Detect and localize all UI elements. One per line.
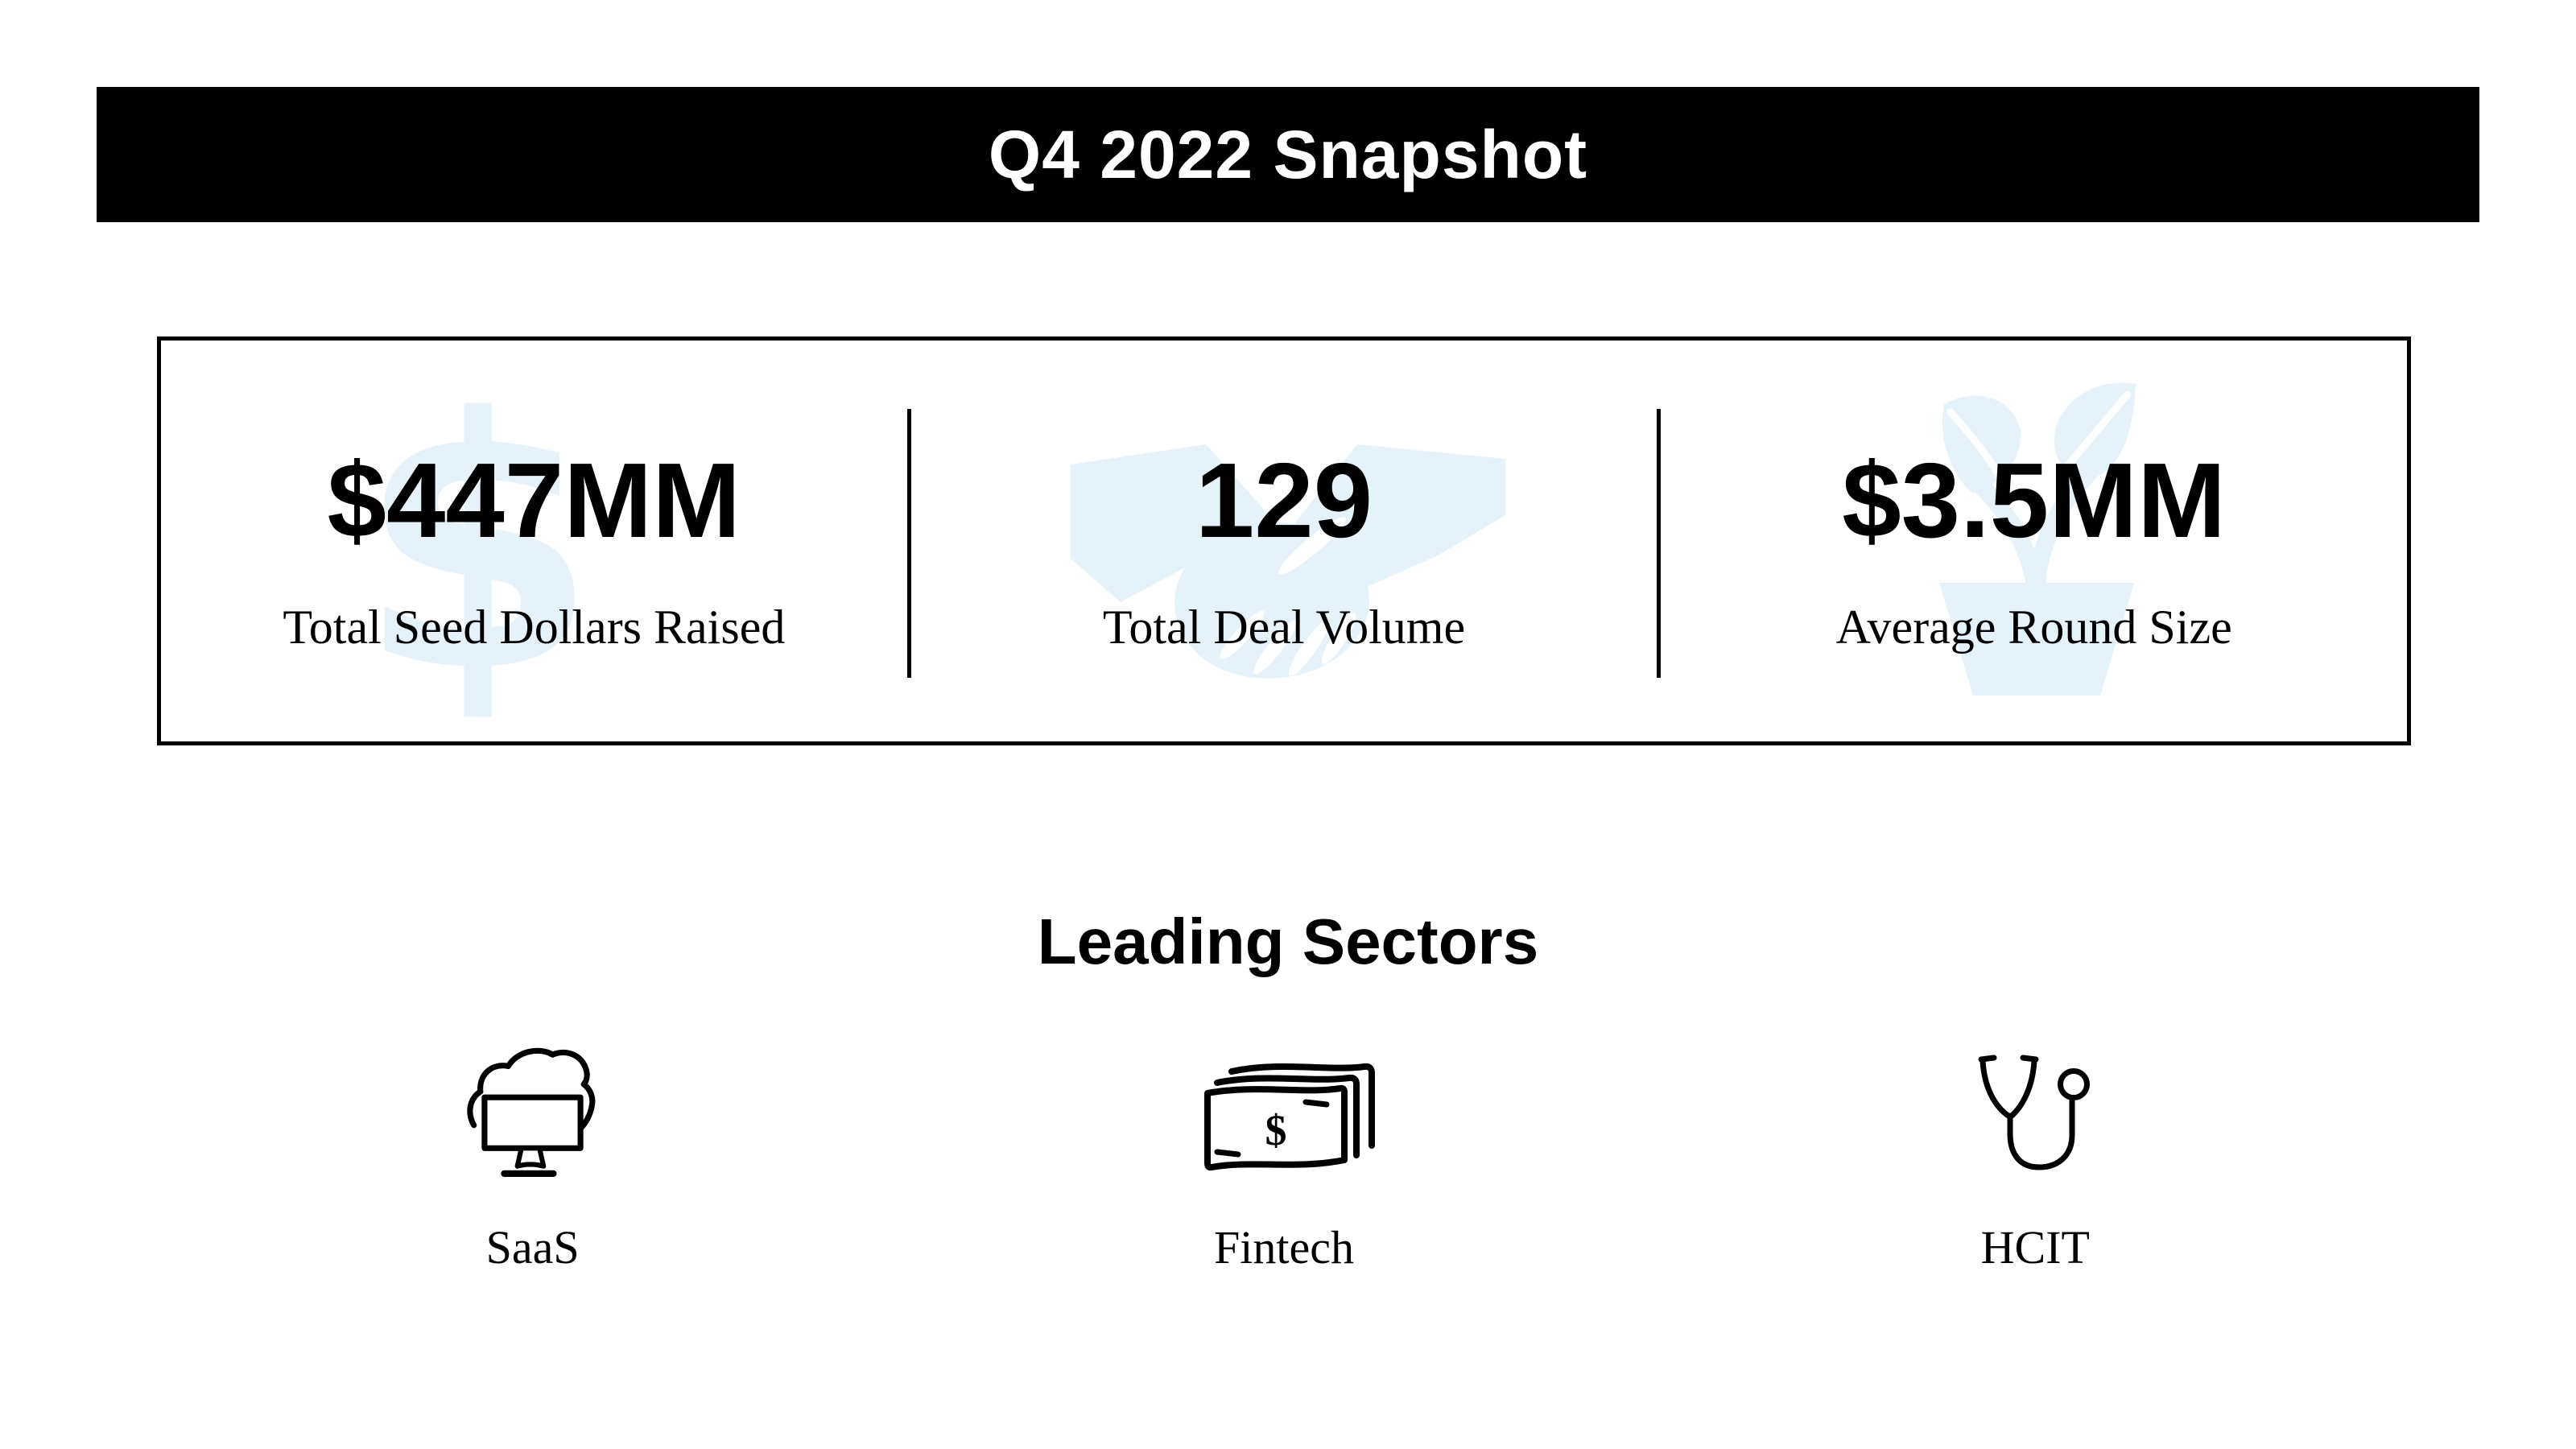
stat-value: $447MM <box>327 441 741 559</box>
banknotes-icon: $ <box>1191 1042 1377 1183</box>
stat-cell-seed-dollars: $ $447MM Total Seed Dollars Raised <box>161 341 907 741</box>
stat-value: $3.5MM <box>1842 441 2227 559</box>
stat-label: Total Seed Dollars Raised <box>283 601 786 654</box>
bill-dollar-symbol: $ <box>1265 1106 1286 1154</box>
stats-panel: $ $447MM Total Seed Dollars Raised <box>157 336 2411 745</box>
title-bar: Q4 2022 Snapshot <box>97 87 2479 222</box>
vertical-divider <box>906 409 911 678</box>
stat-cell-round-size: $3.5MM Average Round Size <box>1661 341 2407 741</box>
sector-label: HCIT <box>1980 1221 2090 1274</box>
stat-cell-deal-volume: 129 Total Deal Volume <box>911 341 1657 741</box>
sector-fintech: $ Fintech <box>908 1042 1659 1274</box>
sector-saas: SaaS <box>157 1042 908 1274</box>
stat-value: 129 <box>1195 441 1373 559</box>
sectors-heading: Leading Sectors <box>1037 906 1539 977</box>
stat-label: Average Round Size <box>1835 601 2232 654</box>
stethoscope-icon <box>1975 1042 2095 1183</box>
sector-hcit: HCIT <box>1660 1042 2411 1274</box>
vertical-divider <box>1657 409 1662 678</box>
page-title: Q4 2022 Snapshot <box>988 116 1588 192</box>
stat-label: Total Deal Volume <box>1102 601 1466 654</box>
cloud-monitor-icon <box>464 1042 601 1183</box>
sector-label: Fintech <box>1214 1221 1354 1274</box>
sectors-row: SaaS $ Fintech <box>157 1042 2411 1274</box>
sector-label: SaaS <box>485 1221 580 1274</box>
